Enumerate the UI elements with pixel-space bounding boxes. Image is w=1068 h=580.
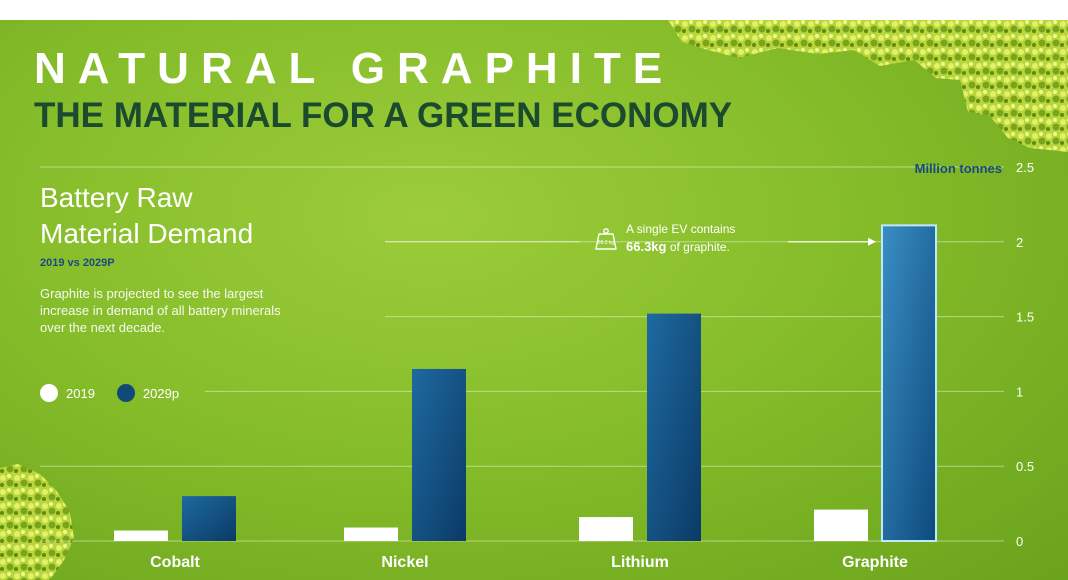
chart-period: 2019 vs 2029P [40, 257, 115, 269]
infographic: 0 0.5 1 1.5 2 2.5 Cobalt Nickel Lithium Graphite … [0, 20, 1068, 580]
y-tick-label: 0 [1016, 534, 1023, 549]
x-category-label-graphite: Graphite [842, 554, 908, 571]
bar-2019-nickel [344, 527, 398, 541]
callout-rest: of graphite. [666, 240, 730, 254]
chart-title-line2: Material Demand [40, 218, 254, 249]
y-tick-label: 1.5 [1016, 310, 1034, 325]
legend-label-2029p: 2029p [142, 385, 180, 401]
page-subtitle: THE MATERIAL FOR A GREEN ECONOMY [34, 96, 733, 135]
chart-description: Graphite is projected to see the largest… [40, 286, 281, 335]
chart-title: Battery Raw Material Demand [40, 180, 340, 252]
chart-title-line1: Battery Raw [40, 182, 193, 213]
legend-swatch-2019 [40, 384, 58, 402]
legend-swatch-2029p [116, 384, 135, 402]
callout-bold-value: 66.3kg [626, 239, 667, 254]
bar-2029p-nickel [412, 368, 466, 541]
chart-legend: 2019 2029p [40, 383, 193, 403]
callout-text: A single EV contains 66.3kg of graphite. [626, 221, 735, 256]
bar-2019-lithium [579, 517, 633, 541]
x-category-label-nickel: Nickel [381, 554, 428, 571]
y-axis-unit-label: Million tonnes [914, 161, 1002, 176]
page-title: NATURAL GRAPHITE [34, 44, 675, 93]
x-category-label-lithium: Lithium [611, 554, 669, 571]
bar-2019-graphite [814, 509, 868, 541]
y-tick-label: 0.5 [1016, 459, 1034, 474]
x-category-label-cobalt: Cobalt [150, 554, 200, 571]
moss-bottom-left-decoration [0, 464, 74, 580]
callout-line1: A single EV contains [626, 222, 736, 236]
y-tick-label: 2.5 [1016, 160, 1034, 175]
bar-2029p-graphite [881, 224, 937, 542]
y-tick-label: 1 [1016, 384, 1023, 399]
callout-arrow-head [868, 237, 876, 246]
y-tick-label: 2 [1016, 235, 1023, 250]
weight-icon: 66.3 kg [595, 227, 617, 250]
moss-top-right-decoration [668, 20, 1068, 152]
weight-icon-text: 66.3 kg [598, 240, 615, 246]
bar-chart: 0 0.5 1 1.5 2 2.5 Cobalt Nickel Lithium Graphite [40, 160, 1034, 571]
bar-2019-cobalt [114, 530, 168, 541]
legend-label-2019: 2019 [66, 385, 95, 401]
bar-2029p-cobalt [182, 496, 236, 541]
bar-2029p-lithium [647, 313, 701, 541]
ev-callout: 66.3 kg A single EV contains 66.3kg of g… [594, 221, 735, 256]
